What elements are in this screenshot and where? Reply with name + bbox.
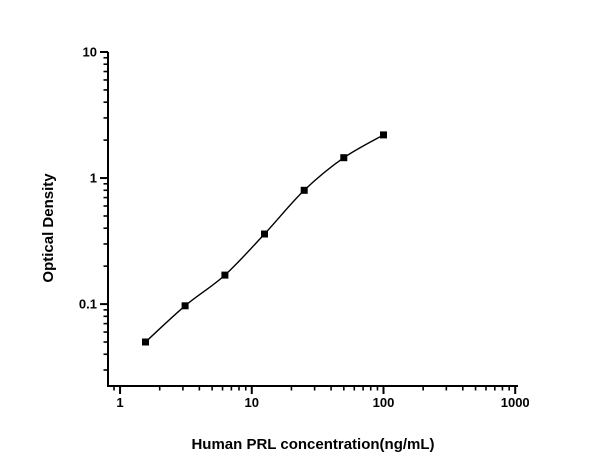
data-point-marker bbox=[181, 302, 189, 310]
data-point-marker bbox=[340, 154, 348, 162]
x-tick-label: 10 bbox=[245, 395, 259, 410]
x-tick-label: 1 bbox=[116, 395, 123, 410]
fit-curve bbox=[145, 134, 384, 343]
x-tick-label: 100 bbox=[373, 395, 395, 410]
y-tick-label: 1 bbox=[90, 171, 97, 186]
y-tick-label: 10 bbox=[83, 45, 97, 60]
data-point-marker bbox=[261, 230, 268, 238]
y-tick-label: 0.1 bbox=[79, 297, 97, 312]
y-axis-title: Optical Density bbox=[40, 173, 57, 283]
data-point-marker bbox=[142, 338, 149, 346]
x-tick-label: 1000 bbox=[501, 395, 530, 410]
x-axis-title: Human PRL concentration(ng/mL) bbox=[191, 436, 434, 453]
data-point-marker bbox=[221, 271, 229, 279]
data-point-marker bbox=[300, 186, 308, 194]
data-point-marker bbox=[380, 131, 387, 139]
